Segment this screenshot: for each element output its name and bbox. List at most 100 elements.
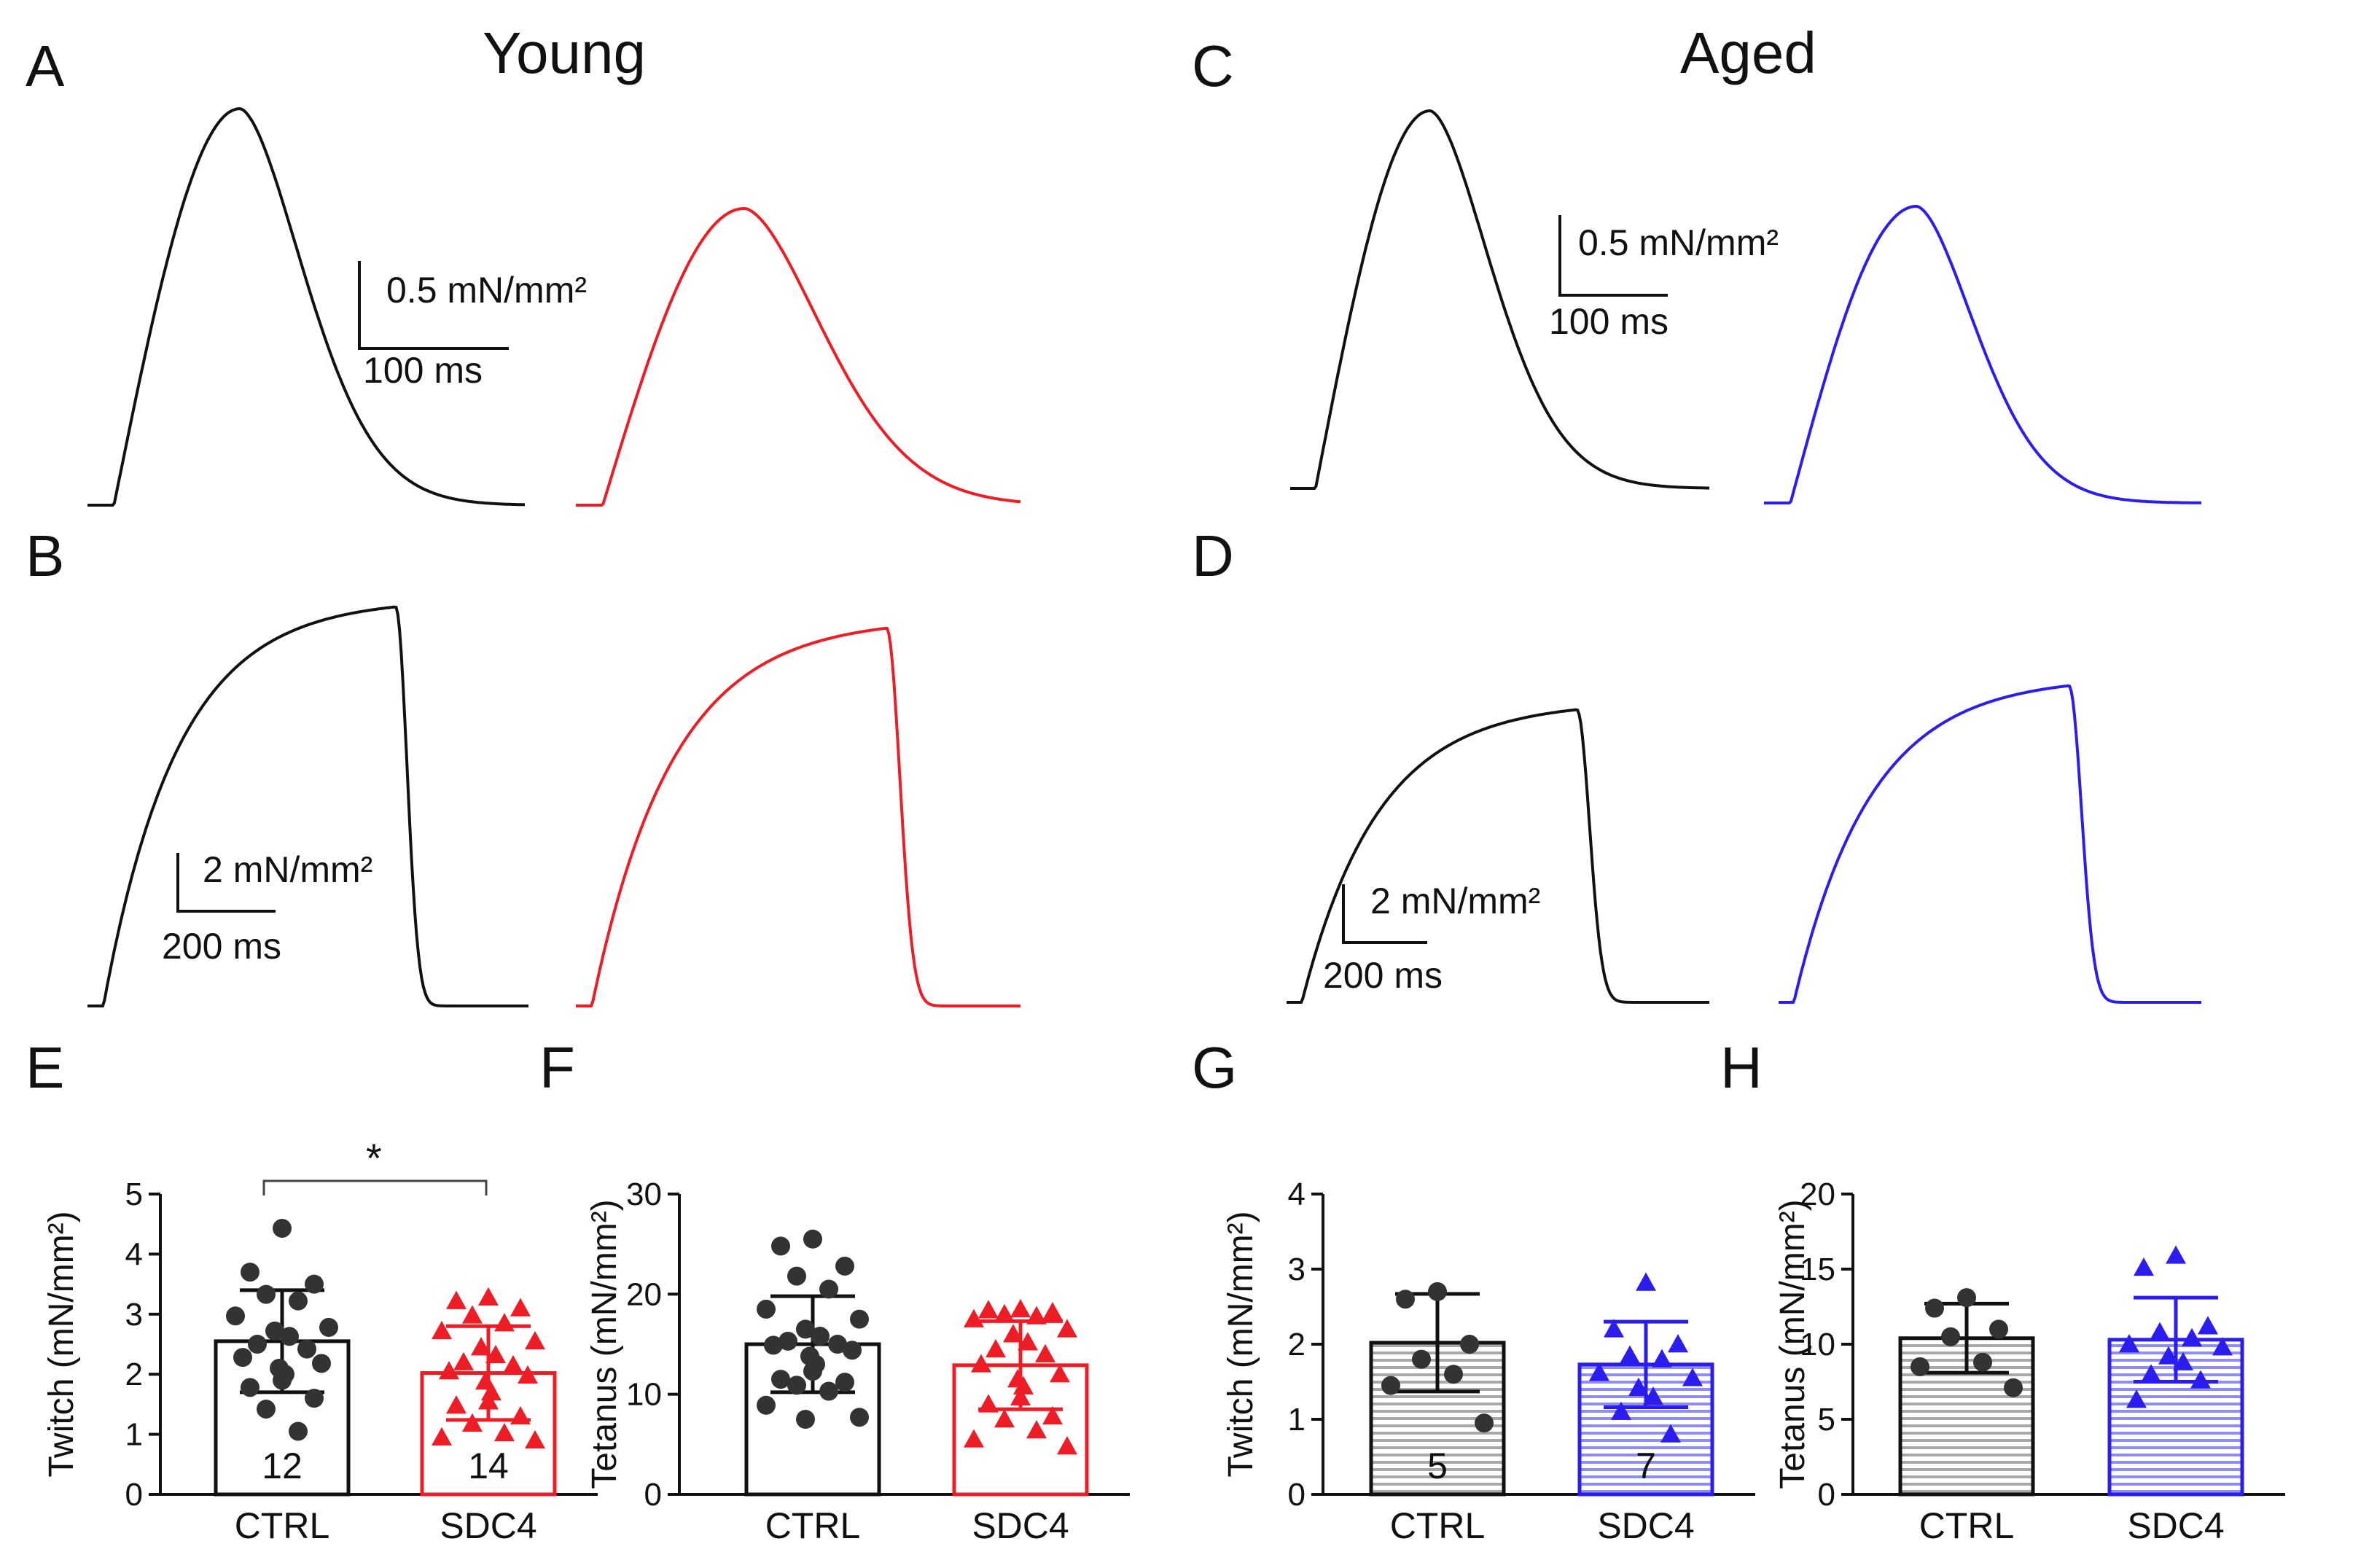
data-point-g-ctrl — [1396, 1290, 1415, 1309]
y-tick-label-h: 15 — [1800, 1252, 1835, 1287]
x-category-label-f: CTRL — [765, 1505, 861, 1546]
panel-letter-a: A — [26, 34, 65, 98]
n-label-g: 5 — [1427, 1446, 1448, 1486]
data-point-e-sdc4 — [510, 1405, 531, 1425]
y-axis-title-h: Tetanus (mN/mm²) — [1773, 1199, 1812, 1489]
data-point-f-sdc4 — [1057, 1319, 1077, 1338]
scale-bar-c-lines — [1558, 215, 1668, 297]
data-point-h-ctrl — [1989, 1319, 2008, 1339]
x-category-label-h: CTRL — [1919, 1505, 2015, 1546]
group-title-young: Young — [483, 20, 646, 85]
data-point-e-sdc4 — [462, 1305, 483, 1324]
y-tick-label-h: 10 — [1800, 1327, 1835, 1362]
data-point-f-ctrl — [778, 1331, 797, 1351]
scale-bar-d: 2 mN/mm² 200 ms — [1323, 881, 1540, 996]
data-point-g-ctrl — [1460, 1335, 1479, 1354]
data-point-h-sdc4 — [2182, 1327, 2202, 1346]
x-category-label-g: CTRL — [1390, 1505, 1486, 1546]
data-point-f-ctrl — [787, 1266, 806, 1286]
data-point-f-sdc4 — [986, 1338, 1006, 1358]
data-point-h-ctrl — [2004, 1378, 2023, 1397]
data-point-f-sdc4 — [1042, 1405, 1063, 1425]
scale-bar-a-lines — [358, 261, 509, 350]
data-point-f-sdc4 — [994, 1409, 1015, 1428]
y-tick-label-f: 10 — [626, 1377, 662, 1413]
data-point-e-sdc4 — [525, 1330, 545, 1350]
data-point-e-sdc4 — [510, 1298, 531, 1317]
data-point-f-sdc4 — [964, 1308, 984, 1327]
data-point-e-ctrl — [297, 1339, 316, 1359]
y-tick-label-e: 0 — [125, 1477, 143, 1513]
n-label-e: 12 — [262, 1446, 303, 1486]
data-point-f-ctrl — [787, 1376, 806, 1395]
data-point-f-ctrl — [811, 1327, 830, 1346]
scale-bar-c-time: 100 ms — [1549, 301, 1669, 342]
scale-bar-c: 0.5 mN/mm² 100 ms — [1549, 215, 1779, 342]
n-label-e: 14 — [468, 1446, 509, 1486]
data-point-f-sdc4 — [971, 1354, 991, 1373]
data-point-e-ctrl — [241, 1263, 259, 1282]
data-point-h-ctrl — [1941, 1327, 1960, 1346]
panel-letter-g: G — [1192, 1035, 1237, 1100]
data-point-e-ctrl — [289, 1421, 308, 1441]
data-point-e-sdc4 — [446, 1395, 467, 1414]
data-point-h-sdc4 — [2198, 1316, 2218, 1335]
significance-star: * — [366, 1135, 382, 1181]
data-point-e-ctrl — [241, 1378, 259, 1397]
data-point-e-ctrl — [312, 1354, 331, 1373]
data-point-g-sdc4 — [1668, 1334, 1688, 1353]
trace-b-ctrl — [87, 605, 528, 1007]
data-point-h-ctrl — [1973, 1352, 1992, 1372]
data-point-f-ctrl — [757, 1395, 776, 1415]
data-point-e-sdc4 — [462, 1413, 483, 1432]
data-point-h-ctrl — [1925, 1298, 1944, 1318]
y-tick-label-e: 4 — [125, 1236, 143, 1272]
y-axis-title-g: Twitch (mN/mm²) — [1222, 1211, 1260, 1477]
data-point-f-ctrl — [771, 1370, 790, 1389]
trace-d-sdc4 — [1779, 684, 2201, 1004]
data-point-f-sdc4 — [1057, 1436, 1077, 1455]
scale-bar-b-force: 2 mN/mm² — [203, 849, 372, 890]
data-point-e-sdc4 — [432, 1320, 452, 1340]
significance-bracket-e: * — [262, 1135, 488, 1195]
data-point-h-sdc4 — [2150, 1322, 2170, 1341]
data-point-e-sdc4 — [525, 1429, 545, 1449]
data-point-f-sdc4 — [1003, 1324, 1023, 1343]
data-point-f-sdc4 — [1026, 1420, 1047, 1439]
data-point-g-sdc4 — [1660, 1424, 1681, 1443]
data-point-e-sdc4 — [494, 1422, 515, 1442]
data-point-f-ctrl — [764, 1335, 783, 1355]
data-point-f-sdc4 — [1010, 1386, 1031, 1405]
data-point-h-sdc4 — [2119, 1334, 2139, 1353]
scale-bar-c-force: 0.5 mN/mm² — [1578, 222, 1779, 263]
data-point-e-sdc4 — [432, 1427, 452, 1446]
data-point-g-ctrl — [1475, 1413, 1494, 1433]
data-point-e-ctrl — [305, 1389, 324, 1408]
data-point-e-sdc4 — [494, 1313, 515, 1332]
scale-bar-b-lines — [176, 853, 276, 913]
data-point-h-sdc4 — [2166, 1245, 2186, 1264]
scale-bar-a-force: 0.5 mN/mm² — [386, 270, 587, 311]
data-point-f-sdc4 — [964, 1429, 984, 1448]
data-point-e-sdc4 — [478, 1391, 499, 1410]
y-tick-label-g: 3 — [1288, 1252, 1306, 1287]
trace-b-sdc4 — [576, 626, 1020, 1007]
data-point-f-sdc4 — [978, 1394, 999, 1413]
panel-letter-e: E — [26, 1035, 64, 1100]
x-category-label-e: CTRL — [235, 1505, 330, 1546]
panel-letter-d: D — [1192, 523, 1234, 588]
data-point-h-sdc4 — [2190, 1370, 2211, 1389]
scale-bar-a: 0.5 mN/mm² 100 ms — [358, 261, 587, 391]
data-point-f-sdc4 — [978, 1300, 999, 1319]
trace-a-ctrl — [87, 107, 526, 507]
y-tick-label-h: 0 — [1818, 1477, 1835, 1513]
panel-letter-h: H — [1720, 1035, 1763, 1100]
data-point-f-sdc4 — [1018, 1332, 1038, 1351]
y-tick-label-f: 30 — [626, 1177, 662, 1212]
data-point-f-ctrl — [850, 1408, 869, 1427]
data-point-e-sdc4 — [439, 1361, 459, 1380]
data-point-f-ctrl — [803, 1229, 822, 1249]
data-point-e-sdc4 — [485, 1344, 506, 1364]
y-tick-label-g: 4 — [1288, 1177, 1306, 1212]
